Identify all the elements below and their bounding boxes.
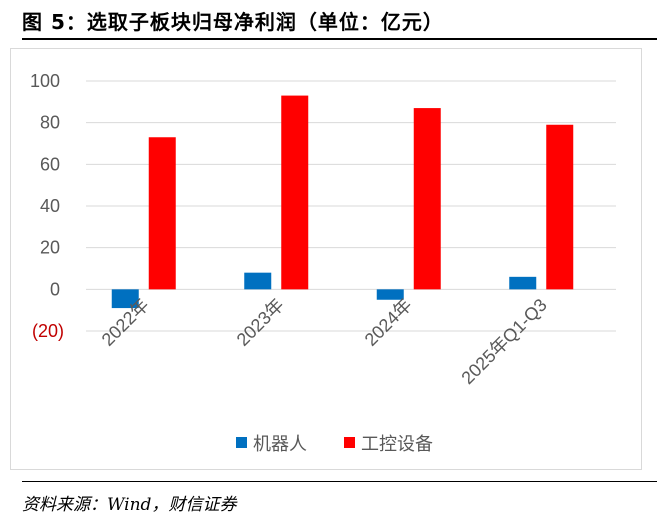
- bar-industrial-control: [281, 95, 309, 290]
- title-rule: [22, 38, 657, 40]
- x-tick-label: 2025年Q1-Q3: [457, 295, 550, 388]
- legend-label: 机器人: [253, 434, 307, 455]
- y-tick-label: 80: [40, 113, 60, 133]
- legend-label: 工控设备: [361, 434, 433, 455]
- x-tick-label: 2024年: [361, 295, 416, 350]
- chart-frame: [10, 48, 642, 470]
- bar-industrial-control: [413, 108, 441, 290]
- bar-robot: [111, 289, 139, 309]
- y-tick-label: 60: [40, 154, 60, 174]
- bar-industrial-control: [546, 124, 574, 290]
- bar-robot: [244, 272, 272, 290]
- source-rule: [22, 481, 657, 482]
- legend-swatch-industrial-control: [344, 437, 355, 448]
- y-tick-label: 100: [30, 71, 60, 91]
- legend-swatch-robot: [236, 437, 247, 448]
- source-note: 资料来源：Wind，财信证券: [22, 495, 237, 515]
- y-tick-label: (20): [32, 321, 64, 341]
- bar-industrial-control: [148, 137, 176, 290]
- bar-robot: [509, 276, 537, 290]
- figure-title: 图 5：选取子板块归母净利润（单位：亿元）: [22, 10, 444, 34]
- y-tick-label: 20: [40, 238, 60, 258]
- y-tick-label: 40: [40, 196, 60, 216]
- bar-robot: [376, 289, 404, 300]
- y-tick-label: 0: [50, 279, 60, 299]
- x-tick-label: 2023年: [233, 295, 288, 350]
